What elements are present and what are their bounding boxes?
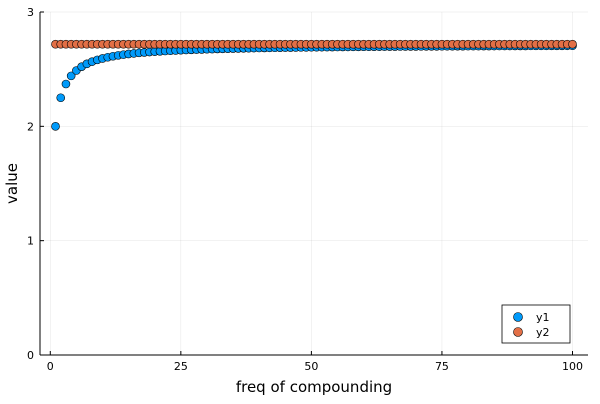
x-tick-label: 75 [435, 360, 449, 373]
data-point-y1 [61, 79, 71, 89]
y-axis-label: value [3, 163, 21, 204]
x-axis-label: freq of compounding [236, 378, 392, 396]
y-tick-label: 3 [27, 6, 34, 19]
data-point-y1 [56, 93, 66, 103]
tick-labels: 0 25 50 75 100 0 1 2 3 [27, 6, 583, 373]
legend-label-y1: y1 [536, 311, 550, 324]
data-point-y1 [66, 71, 76, 81]
legend-marker-y2 [513, 327, 523, 337]
y-tick-label: 1 [27, 235, 34, 248]
legend-label-y2: y2 [536, 326, 550, 339]
legend-marker-y1 [513, 312, 523, 322]
data-point-y1 [51, 122, 60, 131]
data-points [51, 39, 577, 131]
x-tick-label: 50 [304, 360, 318, 373]
axes [39, 12, 588, 356]
data-point-y2 [568, 39, 577, 49]
x-tick-label: 100 [562, 360, 583, 373]
series-y2 [51, 39, 577, 49]
y-tick-label: 2 [27, 120, 34, 133]
legend-box [501, 304, 571, 344]
x-tick-label: 0 [47, 360, 54, 373]
x-tick-label: 25 [174, 360, 188, 373]
y-tick-label: 0 [27, 349, 34, 362]
